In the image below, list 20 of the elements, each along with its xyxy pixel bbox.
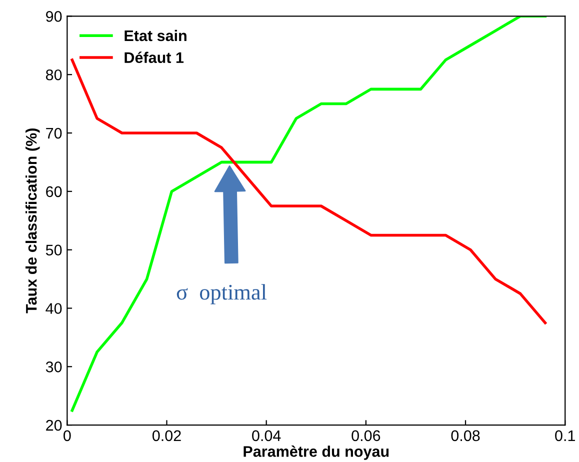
legend-label: Etat sain [124,30,186,42]
x-tick-label: 0.02 [152,430,181,442]
y-tick-label: 60 [46,186,62,198]
y-tick-label: 80 [46,69,62,80]
annotation: σ optimal [176,284,267,304]
x-axis-title: Paramètre du noyau [244,446,389,460]
y-axis-title: Taux de classification (%) [26,128,40,314]
y-tick-label: 50 [46,244,62,256]
y-tick-label: 90 [46,11,62,22]
x-tick-label: 0.08 [451,430,480,442]
y-tick-label: 40 [46,303,62,314]
x-tick-label: 0 [64,430,71,442]
x-tick-label: 0.1 [555,430,575,442]
x-tick-label: 0.06 [352,430,380,442]
legend-label: Défaut 1 [124,52,184,64]
y-tick-label: 70 [46,128,62,139]
x-tick-label: 0.04 [252,430,281,442]
line-series [70,16,547,412]
y-tick-label: 20 [46,420,62,431]
y-tick-label: 30 [46,362,62,372]
